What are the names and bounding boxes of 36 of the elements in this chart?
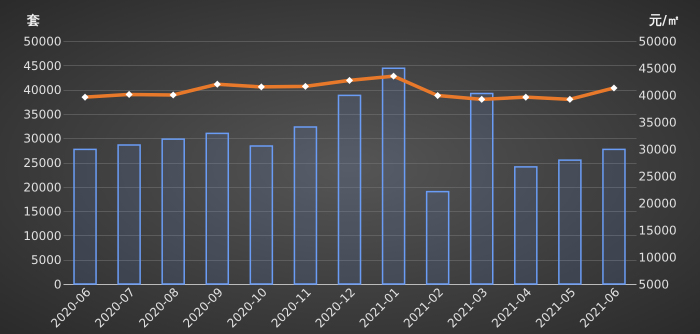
y2-tick-label: 45000: [638, 62, 677, 76]
bar: [206, 132, 230, 285]
bar: [558, 159, 582, 285]
y-tick-label: 50000: [23, 34, 62, 48]
bar: [161, 138, 185, 285]
bar: [514, 166, 538, 285]
bar: [338, 94, 362, 285]
y2-tick-label: 10000: [638, 250, 677, 264]
y-tick-label: 10000: [23, 228, 62, 243]
bar: [470, 92, 494, 285]
y2-axis-title: 元/㎡: [648, 14, 680, 28]
y-axis-title: 套: [26, 14, 40, 28]
y-tick-label: 25000: [23, 156, 62, 170]
y2-tick-label: 50000: [638, 34, 677, 48]
bar: [382, 67, 406, 285]
y-tick-label: 0: [54, 278, 62, 292]
bar: [117, 144, 141, 285]
y2-tick-label: 30000: [638, 142, 677, 156]
bar: [73, 148, 97, 285]
y2-tick-label: 15000: [638, 224, 677, 238]
y2-tick-label: 35000: [638, 116, 677, 130]
y2-tick-label: 5000: [638, 278, 670, 292]
y-tick-label: 30000: [23, 132, 62, 146]
y-tick-label: 5000: [30, 253, 62, 268]
y-tick-label: 35000: [23, 107, 62, 122]
bar: [294, 126, 318, 285]
y2-tick-label: 25000: [638, 170, 677, 184]
y2-tick-label: 20000: [638, 196, 677, 210]
y-tick-label: 15000: [23, 204, 62, 219]
bar: [602, 148, 626, 285]
y-tick-label: 40000: [23, 83, 62, 98]
bar: [250, 145, 274, 285]
y-tick-label: 20000: [23, 180, 62, 194]
y2-tick-label: 40000: [638, 88, 677, 102]
bar: [426, 190, 450, 285]
y-tick-label: 45000: [23, 58, 62, 73]
